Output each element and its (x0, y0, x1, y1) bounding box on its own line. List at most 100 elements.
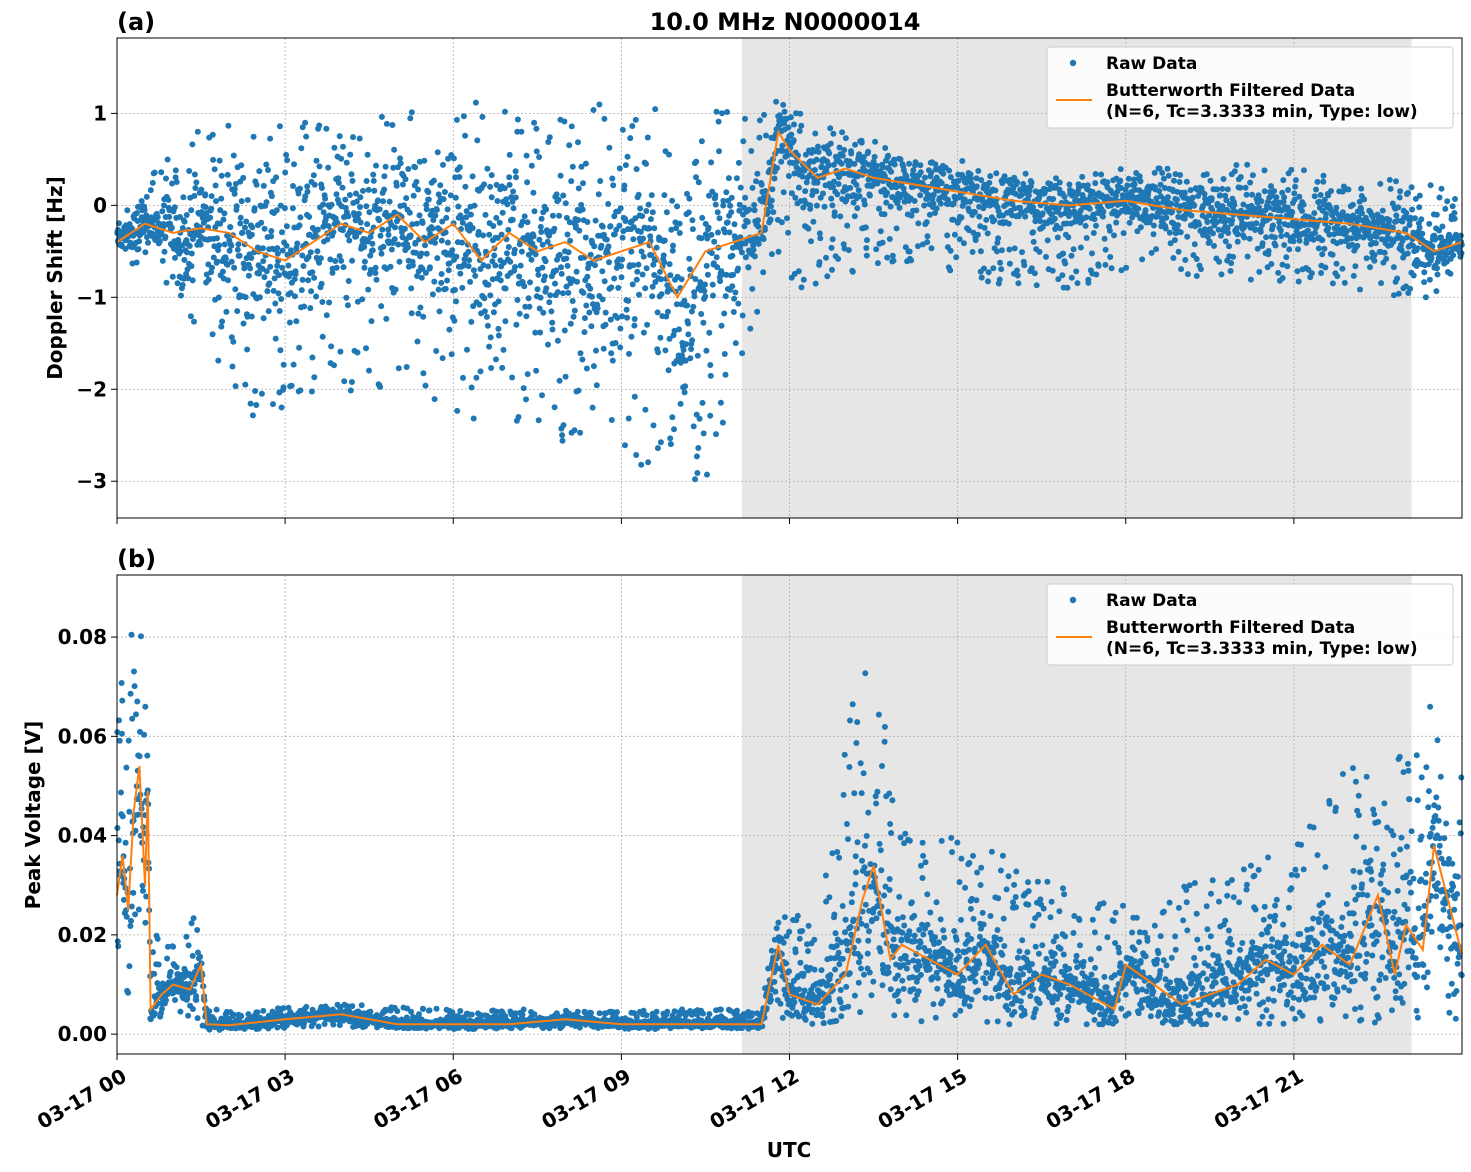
raw-data-point (135, 246, 142, 253)
raw-data-point (693, 453, 700, 460)
raw-data-point (619, 313, 626, 320)
raw-data-point (406, 209, 413, 216)
raw-data-point (343, 159, 350, 166)
raw-data-point (178, 292, 184, 299)
raw-data-point (1442, 205, 1449, 212)
raw-data-point (993, 170, 1000, 177)
raw-data-point (367, 266, 374, 273)
raw-data-point (770, 209, 777, 216)
raw-data-point (608, 350, 615, 357)
raw-data-point (304, 188, 311, 195)
raw-data-point (645, 201, 652, 208)
raw-data-point (1070, 246, 1077, 253)
raw-data-point (1193, 256, 1200, 262)
raw-data-point (634, 268, 641, 275)
raw-data-point (791, 121, 797, 128)
raw-data-point (605, 243, 612, 250)
raw-data-point (1101, 235, 1108, 242)
raw-data-point (686, 255, 693, 262)
raw-data-point (721, 310, 728, 317)
raw-data-point (863, 245, 870, 251)
raw-data-point (1166, 229, 1173, 236)
raw-data-point (144, 752, 151, 759)
raw-data-point (763, 132, 769, 139)
raw-data-point (781, 108, 788, 115)
raw-data-point (217, 220, 224, 227)
raw-data-point (327, 256, 334, 263)
raw-data-point (1296, 193, 1303, 200)
raw-data-point (385, 231, 392, 238)
raw-data-point (1204, 219, 1211, 225)
raw-data-point (595, 191, 602, 198)
raw-data-point (420, 370, 427, 377)
raw-data-point (1196, 221, 1203, 228)
raw-data-point (662, 347, 669, 354)
raw-data-point (1237, 184, 1244, 191)
raw-data-point (1142, 207, 1149, 214)
raw-data-point (181, 256, 188, 263)
raw-data-point (207, 214, 214, 221)
raw-data-point (677, 400, 684, 407)
raw-data-point (825, 162, 832, 169)
raw-data-point (589, 293, 595, 300)
raw-data-point (1286, 246, 1293, 253)
raw-data-point (529, 240, 536, 247)
raw-data-point (850, 199, 857, 206)
raw-data-point (830, 184, 837, 190)
raw-data-point (456, 164, 463, 171)
raw-data-point (866, 192, 873, 199)
raw-data-point (260, 258, 267, 265)
raw-data-point (876, 205, 882, 212)
raw-data-point (124, 207, 131, 214)
raw-data-point (122, 839, 129, 846)
raw-data-point (134, 698, 141, 705)
raw-data-point (1211, 242, 1217, 249)
raw-data-point (1181, 189, 1188, 196)
raw-data-point (495, 325, 502, 332)
raw-data-point (1014, 179, 1021, 186)
raw-data-point (694, 352, 701, 359)
raw-data-point (576, 227, 583, 234)
raw-data-point (605, 201, 612, 207)
raw-data-point (267, 263, 274, 270)
raw-data-point (303, 1003, 310, 1010)
raw-data-point (1363, 255, 1370, 262)
raw-data-point (177, 248, 184, 255)
raw-data-point (796, 128, 803, 134)
raw-data-point (631, 322, 638, 329)
raw-data-point (885, 152, 892, 159)
raw-data-point (1285, 187, 1291, 193)
raw-data-point (132, 911, 139, 918)
legend-filtered-label: Butterworth Filtered Data (1106, 81, 1355, 101)
raw-data-point (642, 285, 649, 292)
raw-data-point (415, 310, 422, 317)
raw-data-point (1318, 270, 1325, 276)
raw-data-point (1108, 265, 1115, 272)
raw-data-point (629, 281, 636, 288)
raw-data-point (249, 224, 256, 231)
raw-data-point (969, 249, 976, 255)
raw-data-point (290, 361, 297, 368)
raw-data-point (751, 253, 758, 260)
raw-data-point (308, 288, 315, 295)
raw-data-point (713, 254, 720, 261)
raw-data-point (575, 387, 582, 394)
raw-data-point (666, 261, 673, 268)
raw-data-point (481, 181, 488, 188)
raw-data-point (1046, 186, 1053, 192)
raw-data-point (756, 117, 763, 124)
raw-data-point (568, 178, 575, 185)
raw-data-point (410, 192, 417, 199)
raw-data-point (1189, 194, 1196, 201)
raw-data-point (378, 250, 385, 257)
raw-data-point (908, 257, 915, 264)
raw-data-point (769, 186, 776, 193)
raw-data-point (1059, 272, 1066, 279)
raw-data-point (676, 326, 682, 333)
raw-data-point (286, 319, 293, 326)
raw-data-point (242, 381, 249, 388)
raw-data-point (699, 399, 706, 406)
raw-data-point (1299, 207, 1305, 214)
raw-data-point (765, 209, 772, 216)
raw-data-point (373, 276, 380, 283)
